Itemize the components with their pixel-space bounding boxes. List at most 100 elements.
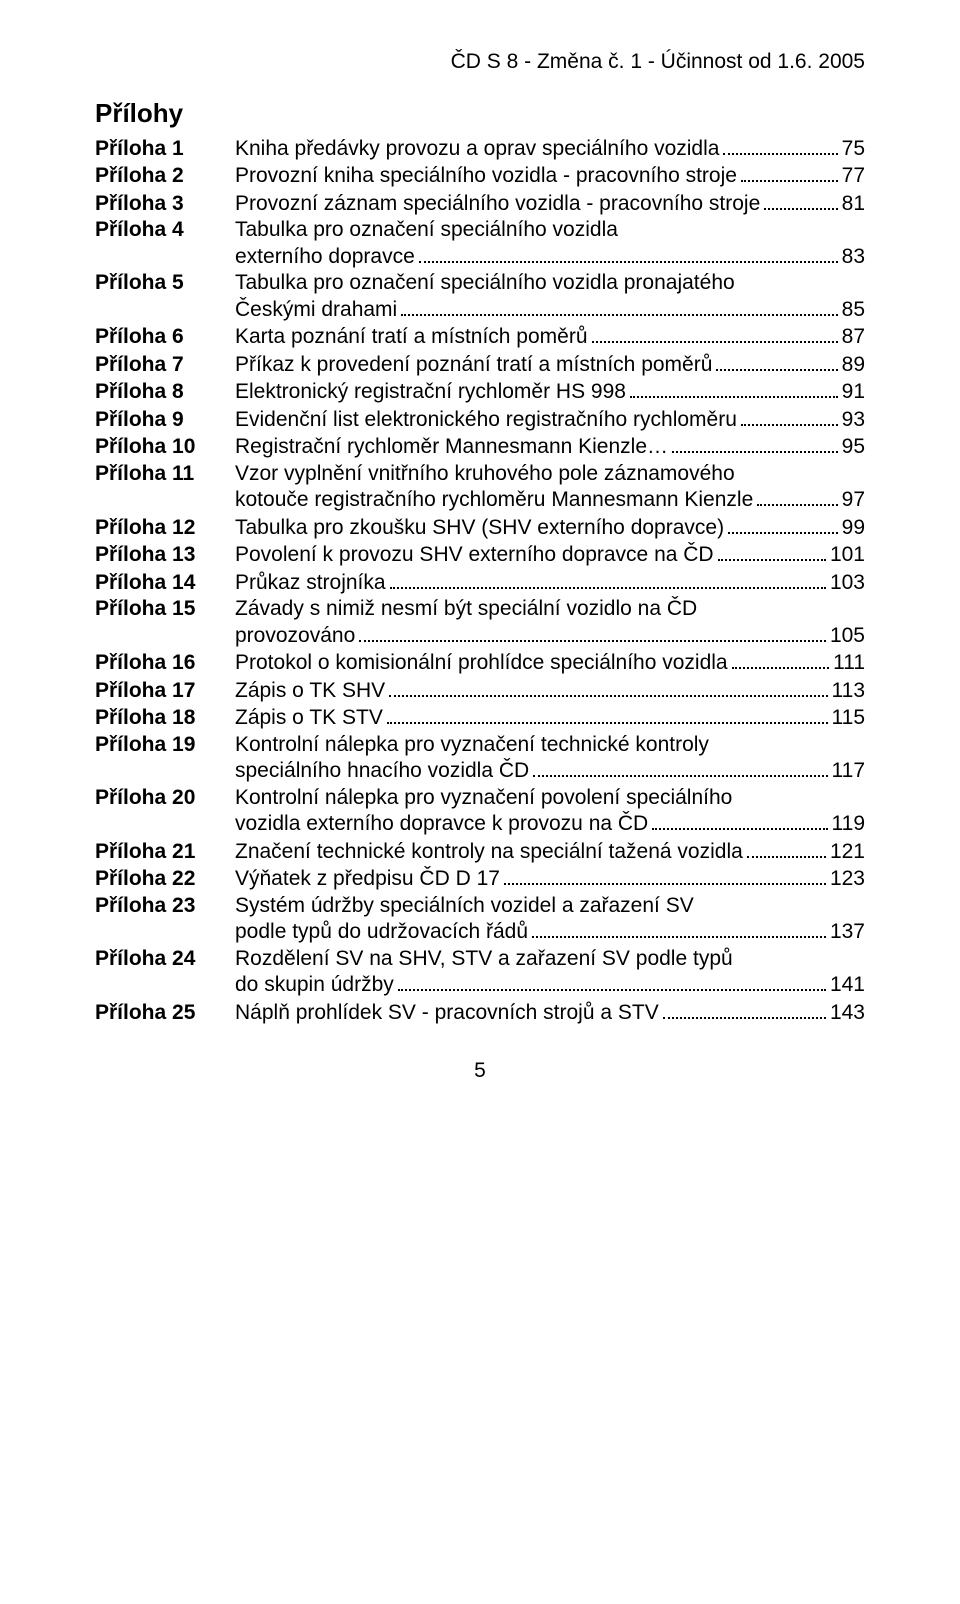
toc-line: Příloha 23Systém údržby speciálních vozi… bbox=[95, 893, 865, 919]
toc-leader-dots bbox=[716, 351, 837, 371]
toc-text: Systém údržby speciálních vozidel a zařa… bbox=[235, 893, 694, 919]
toc-leader-dots bbox=[747, 838, 826, 858]
toc-text: externího dopravce bbox=[235, 244, 415, 270]
toc-page: 111 bbox=[833, 650, 865, 676]
toc-page: 143 bbox=[830, 1000, 865, 1026]
toc-line: Příloha 2Provozní kniha speciálního vozi… bbox=[95, 162, 865, 188]
toc-page: 101 bbox=[830, 542, 865, 568]
toc-leader-dots bbox=[732, 649, 829, 669]
toc-entry: Příloha 15Závady s nimiž nesmí být speci… bbox=[95, 596, 865, 648]
toc-text: Zápis o TK SHV bbox=[235, 678, 385, 704]
toc-leader-dots bbox=[764, 190, 837, 210]
toc-entry: Příloha 25Náplň prohlídek SV - pracovníc… bbox=[95, 999, 865, 1025]
toc-label-spacer bbox=[95, 297, 235, 323]
toc-text: Průkaz strojníka bbox=[235, 570, 386, 596]
toc-leader-dots bbox=[741, 162, 838, 182]
toc-leader-dots bbox=[504, 865, 826, 885]
toc-line: Příloha 15Závady s nimiž nesmí být speci… bbox=[95, 596, 865, 622]
toc-page: 123 bbox=[830, 866, 865, 892]
toc-text: Kontrolní nálepka pro vyznačení povolení… bbox=[235, 785, 732, 811]
toc-entry: Příloha 20Kontrolní nálepka pro vyznačen… bbox=[95, 785, 865, 837]
toc-entry: Příloha 22Výňatek z předpisu ČD D 17123 bbox=[95, 865, 865, 891]
toc-leader-dots bbox=[652, 810, 827, 830]
toc-label: Příloha 21 bbox=[95, 839, 235, 865]
toc-entry: Příloha 1Kniha předávky provozu a oprav … bbox=[95, 135, 865, 161]
toc-label: Příloha 9 bbox=[95, 407, 235, 433]
toc-entry: Příloha 9Evidenční list elektronického r… bbox=[95, 406, 865, 432]
toc-line: do skupin údržby141 bbox=[95, 971, 865, 997]
toc-line: Příloha 14Průkaz strojníka103 bbox=[95, 569, 865, 595]
toc-page: 95 bbox=[842, 434, 865, 460]
toc-entry: Příloha 6Karta poznání tratí a místních … bbox=[95, 323, 865, 349]
toc-text: provozováno bbox=[235, 623, 355, 649]
toc-line: speciálního hnacího vozidla ČD117 bbox=[95, 757, 865, 783]
toc-label-spacer bbox=[95, 919, 235, 945]
toc-entry: Příloha 8Elektronický registrační rychlo… bbox=[95, 378, 865, 404]
toc-leader-dots bbox=[728, 514, 838, 534]
document-header: ČD S 8 - Změna č. 1 - Účinnost od 1.6. 2… bbox=[95, 50, 865, 74]
toc-page: 105 bbox=[830, 623, 865, 649]
toc-line: Příloha 19Kontrolní nálepka pro vyznačen… bbox=[95, 732, 865, 758]
toc-page: 85 bbox=[842, 297, 865, 323]
toc-entry: Příloha 24Rozdělení SV na SHV, STV a zař… bbox=[95, 946, 865, 998]
toc-leader-dots bbox=[533, 757, 827, 777]
toc-text: Značení technické kontroly na speciální … bbox=[235, 839, 743, 865]
toc-line: provozováno 105 bbox=[95, 622, 865, 648]
toc-text: Registrační rychloměr Mannesmann Kienzle… bbox=[235, 434, 668, 460]
toc-line: Příloha 5Tabulka pro označení speciálníh… bbox=[95, 270, 865, 296]
toc-label-spacer bbox=[95, 623, 235, 649]
toc-leader-dots bbox=[532, 918, 826, 938]
toc-text: Závady s nimiž nesmí být speciální vozid… bbox=[235, 596, 697, 622]
toc-text: Kniha předávky provozu a oprav speciální… bbox=[235, 136, 719, 162]
toc-label: Příloha 8 bbox=[95, 379, 235, 405]
toc-text: Povolení k provozu SHV externího dopravc… bbox=[235, 542, 714, 568]
toc-leader-dots bbox=[398, 971, 826, 991]
toc-text: kotouče registračního rychloměru Mannesm… bbox=[235, 487, 753, 513]
section-title: Přílohy bbox=[95, 98, 865, 129]
toc-text: Tabulka pro označení speciálního vozidla… bbox=[235, 270, 735, 296]
toc-leader-dots bbox=[672, 433, 838, 453]
toc-leader-dots bbox=[389, 677, 827, 697]
toc-line: Příloha 22Výňatek z předpisu ČD D 17123 bbox=[95, 865, 865, 891]
toc-text: Evidenční list elektronického registračn… bbox=[235, 407, 737, 433]
toc-page: 103 bbox=[830, 570, 865, 596]
toc-line: Příloha 1Kniha předávky provozu a oprav … bbox=[95, 135, 865, 161]
toc-text: Rozdělení SV na SHV, STV a zařazení SV p… bbox=[235, 946, 733, 972]
toc-page: 75 bbox=[842, 136, 865, 162]
toc-entry: Příloha 7Příkaz k provedení poznání trat… bbox=[95, 351, 865, 377]
toc-text: Provozní kniha speciálního vozidla - pra… bbox=[235, 163, 737, 189]
toc-text: do skupin údržby bbox=[235, 972, 394, 998]
toc-entry: Příloha 17Zápis o TK SHV113 bbox=[95, 677, 865, 703]
toc-text: Zápis o TK STV bbox=[235, 705, 383, 731]
toc-label: Příloha 15 bbox=[95, 596, 235, 622]
toc-label: Příloha 1 bbox=[95, 136, 235, 162]
toc-page: 97 bbox=[842, 487, 865, 513]
toc-leader-dots bbox=[359, 622, 826, 642]
toc-entry: Příloha 4Tabulka pro označení speciálníh… bbox=[95, 217, 865, 269]
toc-leader-dots bbox=[630, 378, 838, 398]
toc-label-spacer bbox=[95, 811, 235, 837]
toc-entry: Příloha 13Povolení k provozu SHV externí… bbox=[95, 541, 865, 567]
toc-entry: Příloha 14Průkaz strojníka103 bbox=[95, 569, 865, 595]
table-of-contents: Příloha 1Kniha předávky provozu a oprav … bbox=[95, 135, 865, 1025]
toc-page: 99 bbox=[842, 515, 865, 541]
toc-label-spacer bbox=[95, 487, 235, 513]
toc-text: Výňatek z předpisu ČD D 17 bbox=[235, 866, 500, 892]
toc-entry: Příloha 3Provozní záznam speciálního voz… bbox=[95, 190, 865, 216]
toc-line: Příloha 24Rozdělení SV na SHV, STV a zař… bbox=[95, 946, 865, 972]
toc-label: Příloha 4 bbox=[95, 217, 235, 243]
toc-page: 87 bbox=[842, 324, 865, 350]
toc-page: 117 bbox=[832, 758, 865, 784]
toc-label-spacer bbox=[95, 972, 235, 998]
toc-entry: Příloha 23Systém údržby speciálních vozi… bbox=[95, 893, 865, 945]
toc-line: Příloha 9Evidenční list elektronického r… bbox=[95, 406, 865, 432]
toc-label: Příloha 23 bbox=[95, 893, 235, 919]
toc-line: Příloha 12Tabulka pro zkoušku SHV (SHV e… bbox=[95, 514, 865, 540]
toc-leader-dots bbox=[390, 569, 826, 589]
toc-page: 115 bbox=[832, 705, 865, 731]
toc-leader-dots bbox=[663, 999, 826, 1019]
toc-leader-dots bbox=[387, 704, 828, 724]
toc-text: Českými drahami bbox=[235, 297, 397, 323]
toc-line: Příloha 18Zápis o TK STV115 bbox=[95, 704, 865, 730]
toc-label: Příloha 17 bbox=[95, 678, 235, 704]
